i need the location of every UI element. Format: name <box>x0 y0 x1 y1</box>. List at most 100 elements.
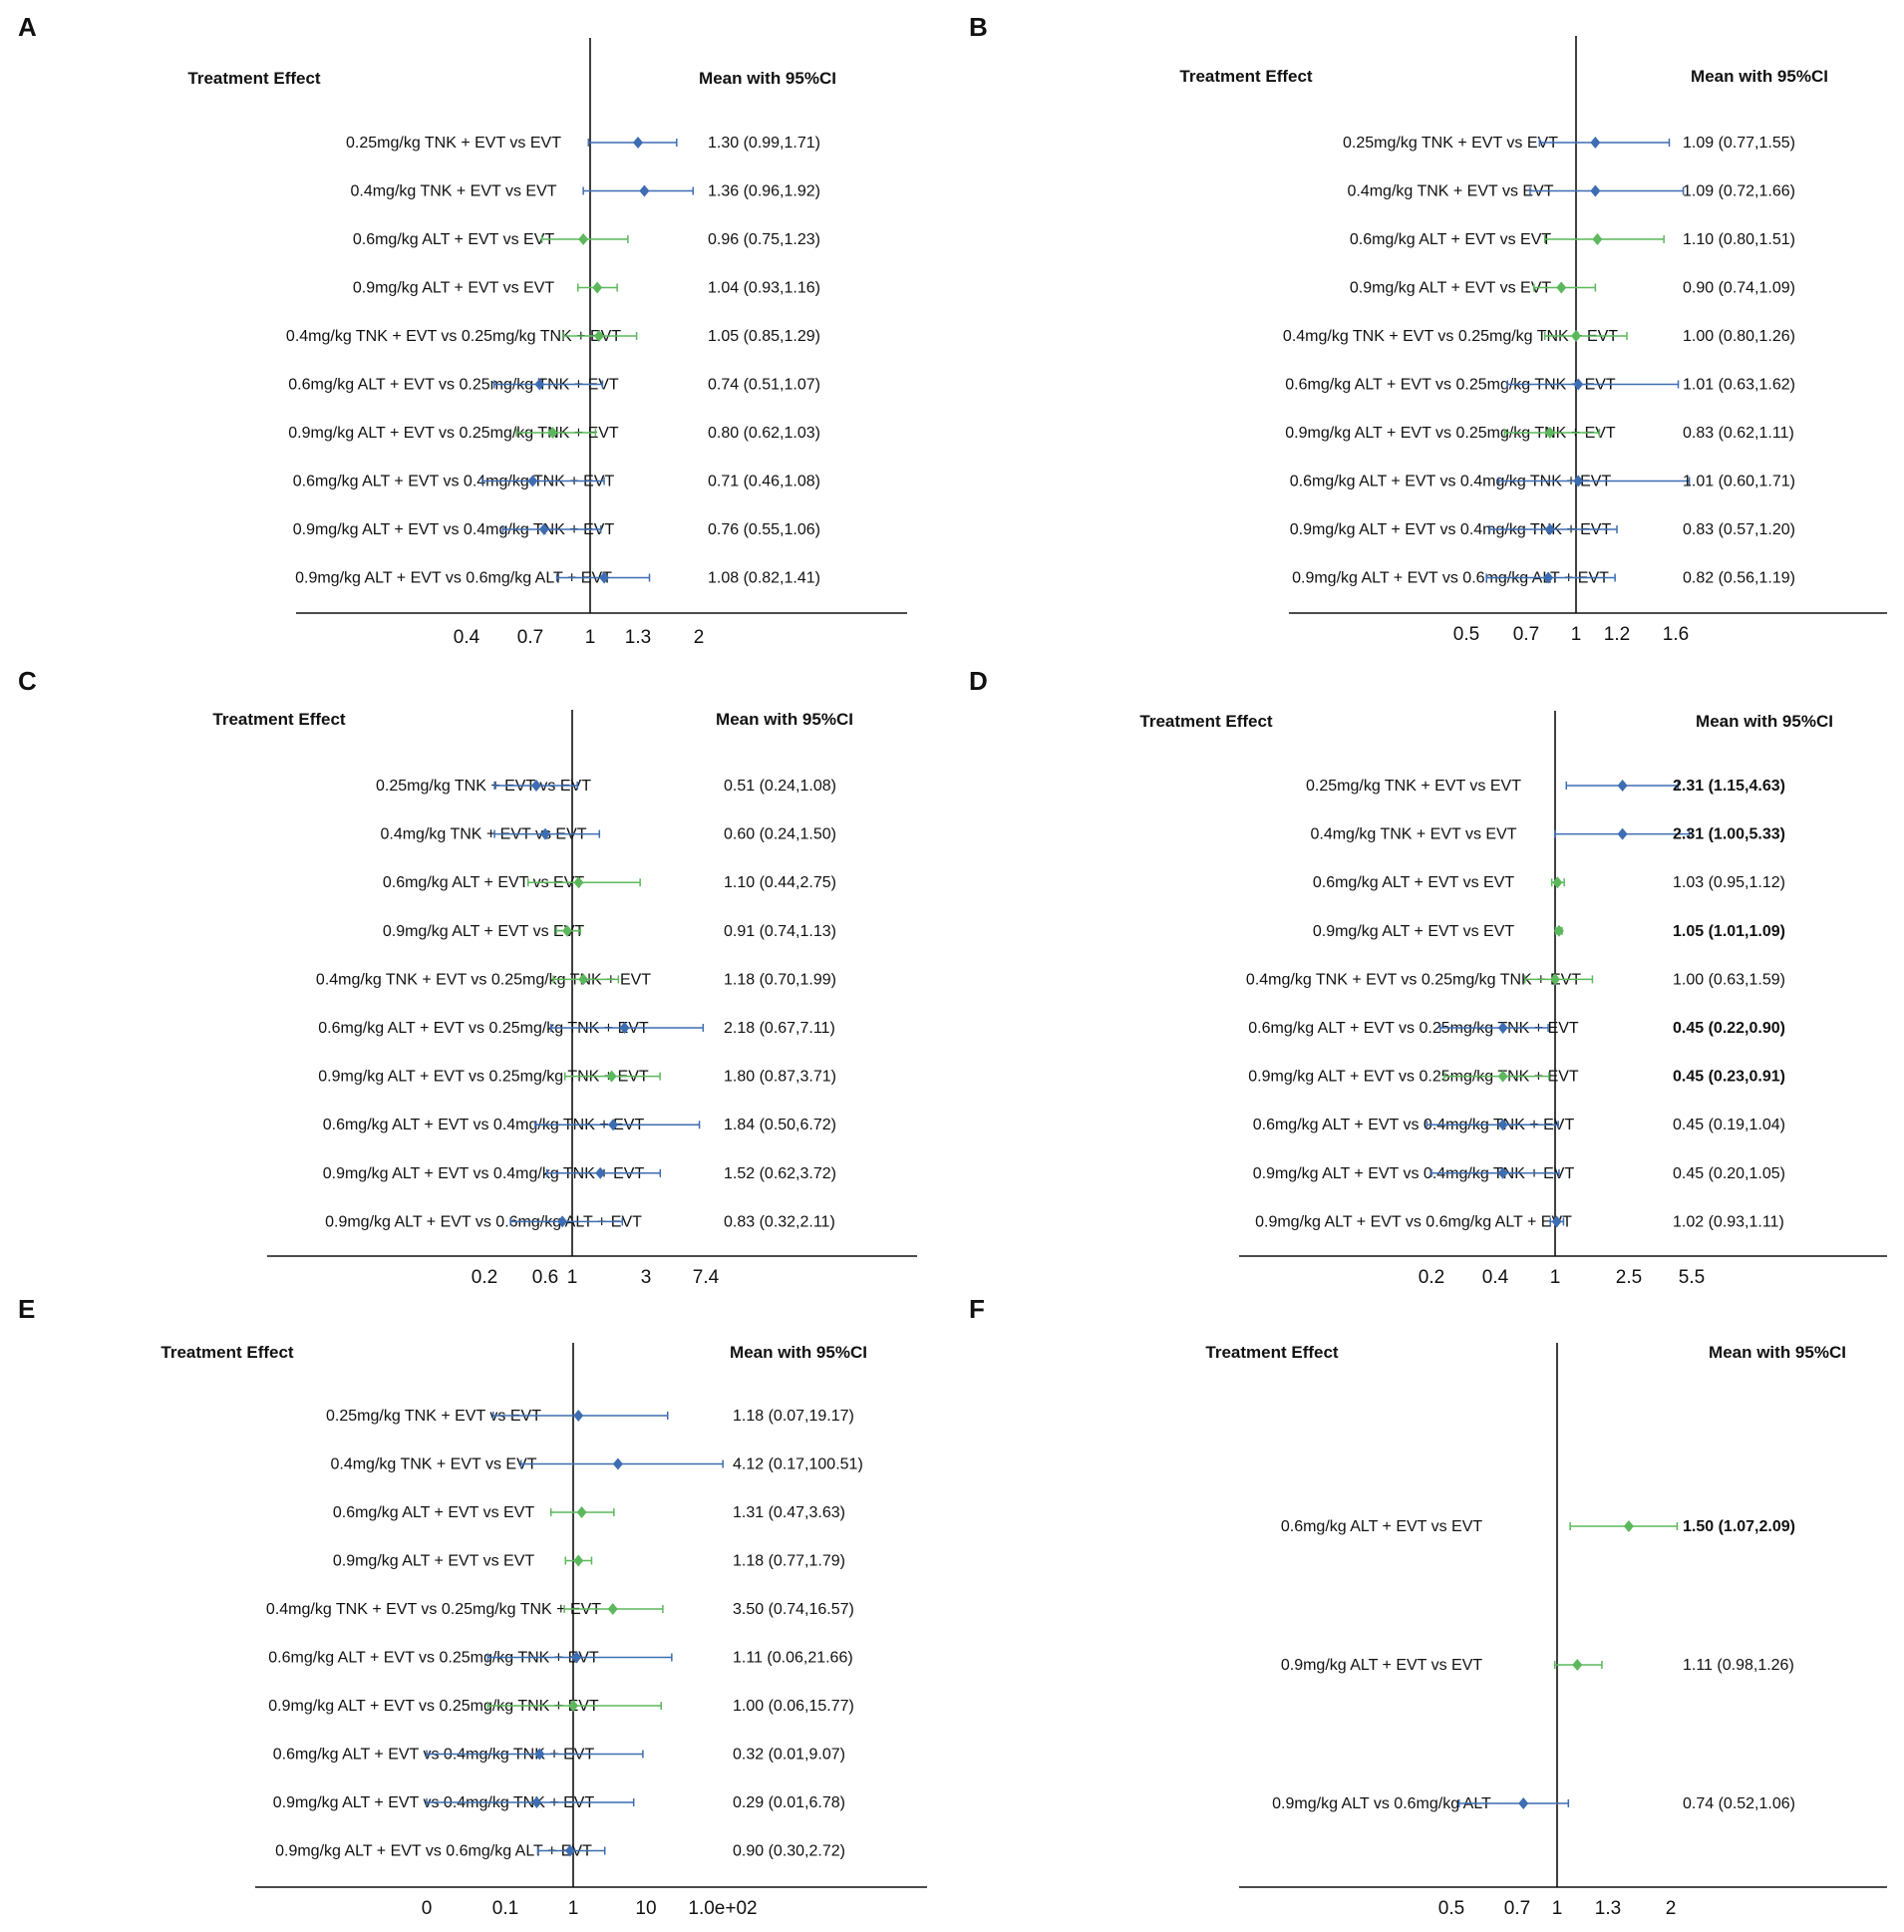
row-estimate-text: 0.76 (0.55,1.06) <box>708 521 820 538</box>
point-estimate-diamond <box>531 1796 542 1808</box>
point-estimate-diamond <box>606 1070 617 1083</box>
point-estimate-diamond <box>1518 1797 1529 1809</box>
row-label: 0.4mg/kg TNK + EVT vs EVT <box>330 1456 536 1473</box>
row-label: 0.6mg/kg ALT + EVT vs EVT <box>333 1504 535 1521</box>
point-estimate-diamond <box>1544 523 1555 535</box>
x-tick-label: 0 <box>422 1898 433 1919</box>
point-estimate-diamond <box>1556 281 1567 294</box>
header-mean-ci: Mean with 95%CI <box>730 1343 867 1362</box>
row-estimate-text: 1.18 (0.77,1.79) <box>733 1553 845 1570</box>
row-label: 0.6mg/kg ALT + EVT vs EVT <box>383 874 585 891</box>
row-label: 0.25mg/kg TNK + EVT vs EVT <box>346 135 561 152</box>
header-treatment-effect: Treatment Effect <box>160 1343 294 1362</box>
forest-row: 0.6mg/kg ALT + EVT vs 0.4mg/kg TNK + EVT… <box>273 1747 845 1764</box>
row-label: 0.9mg/kg ALT + EVT vs 0.25mg/kg TNK + EV… <box>318 1069 649 1086</box>
header-treatment-effect: Treatment Effect <box>1179 67 1313 86</box>
row-label: 0.9mg/kg ALT + EVT vs 0.6mg/kg ALT + EVT <box>1255 1213 1572 1230</box>
x-tick-label: 0.4 <box>1482 1267 1509 1288</box>
forest-row: 0.4mg/kg TNK + EVT vs EVT 4.12 (0.17,100.… <box>330 1456 862 1473</box>
forest-row: 0.9mg/kg ALT + EVT vs EVT 1.04 (0.93,1.16… <box>353 280 820 297</box>
row-estimate-text: 0.90 (0.74,1.09) <box>1683 280 1795 297</box>
row-estimate-text: 0.96 (0.75,1.23) <box>708 231 820 248</box>
point-estimate-diamond <box>599 571 610 584</box>
row-estimate-text: 1.09 (0.77,1.55) <box>1683 135 1795 152</box>
header-mean-ci: Mean with 95%CI <box>1691 67 1828 86</box>
x-tick-label: 1 <box>567 1267 578 1288</box>
point-estimate-diamond <box>612 1457 623 1470</box>
forest-row: 0.6mg/kg ALT + EVT vs 0.4mg/kg TNK + EVT… <box>293 474 820 490</box>
row-estimate-text: 3.50 (0.74,16.57) <box>733 1601 854 1618</box>
row-label: 0.25mg/kg TNK + EVT vs EVT <box>1343 135 1558 152</box>
row-label: 0.4mg/kg TNK + EVT vs 0.25mg/kg TNK + EV… <box>1283 328 1618 345</box>
panel-c: C Treatment Effect Mean with 95%CI 0.2 0.6 1 3… <box>18 666 917 1288</box>
row-estimate-text: 0.45 (0.23,0.91) <box>1673 1069 1785 1086</box>
point-estimate-diamond <box>1553 924 1564 937</box>
row-label: 0.6mg/kg ALT + EVT vs 0.4mg/kg TNK + EVT <box>1290 474 1612 490</box>
forest-row: 0.25mg/kg TNK + EVT vs EVT 1.18 (0.07,19.… <box>326 1408 854 1425</box>
forest-row: 0.6mg/kg ALT + EVT vs EVT 1.31 (0.47,3.63… <box>333 1504 845 1521</box>
point-estimate-diamond <box>1497 1166 1508 1179</box>
row-label: 0.9mg/kg ALT + EVT vs 0.6mg/kg ALT + EVT <box>275 1843 592 1860</box>
row-estimate-text: 2.31 (1.15,4.63) <box>1673 778 1785 795</box>
header-mean-ci: Mean with 95%CI <box>699 69 836 88</box>
forest-row: 0.9mg/kg ALT + EVT vs 0.6mg/kg ALT + EVT… <box>295 570 820 587</box>
row-estimate-text: 1.31 (0.47,3.63) <box>733 1504 845 1521</box>
forest-row: 0.9mg/kg ALT + EVT vs 0.4mg/kg TNK + EVT… <box>323 1165 836 1182</box>
row-estimate-text: 0.32 (0.01,9.07) <box>733 1747 845 1764</box>
x-tick-label: 1.2 <box>1604 624 1630 645</box>
panel-e: E Treatment Effect Mean with 95%CI 0 0.1 1 10 1… <box>18 1294 927 1919</box>
row-label: 0.9mg/kg ALT + EVT vs 0.4mg/kg TNK + EVT <box>1253 1165 1575 1182</box>
forest-row: 0.6mg/kg ALT + EVT vs EVT 1.03 (0.95,1.12… <box>1313 874 1785 891</box>
point-estimate-diamond <box>1617 780 1628 792</box>
row-estimate-text: 2.18 (0.67,7.11) <box>724 1020 835 1037</box>
row-estimate-text: 1.05 (1.01,1.09) <box>1673 923 1785 940</box>
row-label: 0.4mg/kg TNK + EVT vs EVT <box>1347 183 1553 200</box>
row-estimate-text: 1.05 (0.85,1.29) <box>708 328 820 345</box>
row-estimate-text: 1.52 (0.62,3.72) <box>724 1165 836 1182</box>
row-label: 0.6mg/kg ALT + EVT vs 0.25mg/kg TNK + EV… <box>288 377 619 394</box>
row-label: 0.6mg/kg ALT + EVT vs EVT <box>353 231 555 248</box>
panel-a: A Treatment Effect Mean with 95%CI 0.4 0.7 1 1… <box>18 12 907 648</box>
point-estimate-diamond <box>576 1506 587 1518</box>
point-estimate-diamond <box>1573 378 1584 391</box>
point-estimate-diamond <box>1592 233 1603 245</box>
forest-row: 0.9mg/kg ALT vs 0.6mg/kg ALT 0.74 (0.52,1… <box>1272 1795 1795 1812</box>
row-label: 0.4mg/kg TNK + EVT vs EVT <box>380 826 586 843</box>
header-treatment-effect: Treatment Effect <box>212 710 346 729</box>
forest-row: 0.9mg/kg ALT + EVT vs EVT 1.11 (0.98,1.26… <box>1281 1657 1794 1674</box>
panel-f: F Treatment Effect Mean with 95%CI 0.5 0.7 1 1… <box>969 1294 1887 1919</box>
row-estimate-text: 0.45 (0.19,1.04) <box>1673 1117 1785 1133</box>
x-tick-label: 0.2 <box>472 1267 497 1288</box>
point-estimate-diamond <box>578 233 589 245</box>
forest-row: 0.9mg/kg ALT + EVT vs 0.4mg/kg TNK + EVT… <box>293 521 820 538</box>
forest-row: 0.6mg/kg ALT + EVT vs EVT 1.10 (0.44,2.75… <box>383 874 836 891</box>
panel-b: B Treatment Effect Mean with 95%CI 0.5 0.7 1 1… <box>969 12 1887 645</box>
row-estimate-text: 0.80 (0.62,1.03) <box>708 425 820 442</box>
x-tick-label: 0.7 <box>1513 624 1539 645</box>
point-estimate-diamond <box>595 1166 606 1179</box>
point-estimate-diamond <box>1544 427 1555 439</box>
row-label: 0.9mg/kg ALT + EVT vs EVT <box>1313 923 1515 940</box>
row-estimate-text: 1.08 (0.82,1.41) <box>708 570 820 587</box>
point-estimate-diamond <box>1497 1070 1508 1083</box>
panel-letter: A <box>18 12 37 42</box>
forest-row: 0.25mg/kg TNK + EVT vs EVT 2.31 (1.15,4.6… <box>1306 778 1785 795</box>
forest-row: 0.9mg/kg ALT + EVT vs 0.6mg/kg ALT + EVT… <box>325 1213 835 1230</box>
row-estimate-text: 1.09 (0.72,1.66) <box>1683 183 1795 200</box>
panel-d: D Treatment Effect Mean with 95%CI 0.2 0.4 1 2… <box>969 666 1887 1288</box>
row-estimate-text: 1.02 (0.93,1.11) <box>1673 1213 1784 1230</box>
point-estimate-diamond <box>1572 1659 1583 1671</box>
forest-row: 0.6mg/kg ALT + EVT vs 0.25mg/kg TNK + EV… <box>1248 1020 1785 1037</box>
row-estimate-text: 1.00 (0.80,1.26) <box>1683 328 1795 345</box>
row-estimate-text: 2.31 (1.00,5.33) <box>1673 826 1785 843</box>
forest-row: 0.9mg/kg ALT + EVT vs 0.25mg/kg TNK + EV… <box>318 1069 836 1086</box>
row-estimate-text: 0.60 (0.24,1.50) <box>724 826 836 843</box>
row-estimate-text: 1.30 (0.99,1.71) <box>708 135 820 152</box>
point-estimate-diamond <box>578 973 589 986</box>
row-label: 0.25mg/kg TNK + EVT vs EVT <box>1306 778 1521 795</box>
row-label: 0.4mg/kg TNK + EVT vs 0.25mg/kg TNK + EV… <box>266 1601 601 1618</box>
point-estimate-diamond <box>562 924 573 937</box>
row-label: 0.6mg/kg ALT + EVT vs 0.4mg/kg TNK + EVT <box>1253 1117 1575 1133</box>
forest-row: 0.4mg/kg TNK + EVT vs EVT 0.60 (0.24,1.50… <box>380 826 835 843</box>
x-tick-label: 1.3 <box>1595 1898 1621 1919</box>
